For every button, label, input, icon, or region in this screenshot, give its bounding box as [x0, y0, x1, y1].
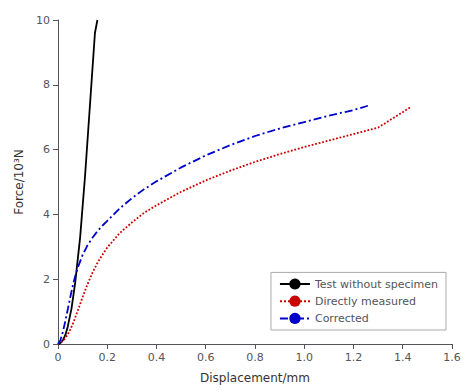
svg-text:2: 2 [43, 273, 50, 286]
svg-text:1.6: 1.6 [443, 351, 461, 364]
svg-text:Corrected: Corrected [315, 312, 369, 325]
svg-text:0.4: 0.4 [148, 351, 166, 364]
svg-text:1.4: 1.4 [394, 351, 412, 364]
svg-text:1.2: 1.2 [345, 351, 363, 364]
svg-text:10: 10 [36, 14, 50, 27]
svg-text:4: 4 [43, 208, 50, 221]
svg-text:Directly measured: Directly measured [315, 295, 416, 308]
svg-text:6: 6 [43, 143, 50, 156]
svg-text:Force/10³N: Force/10³N [12, 149, 26, 215]
svg-text:Displacement/mm: Displacement/mm [200, 371, 310, 385]
svg-text:Test without specimen: Test without specimen [314, 278, 438, 291]
svg-text:0.2: 0.2 [99, 351, 117, 364]
svg-text:8: 8 [43, 78, 50, 91]
svg-text:0.6: 0.6 [197, 351, 215, 364]
svg-text:1.0: 1.0 [296, 351, 314, 364]
svg-text:0: 0 [55, 351, 62, 364]
svg-text:0: 0 [43, 338, 50, 351]
svg-text:0.8: 0.8 [246, 351, 264, 364]
